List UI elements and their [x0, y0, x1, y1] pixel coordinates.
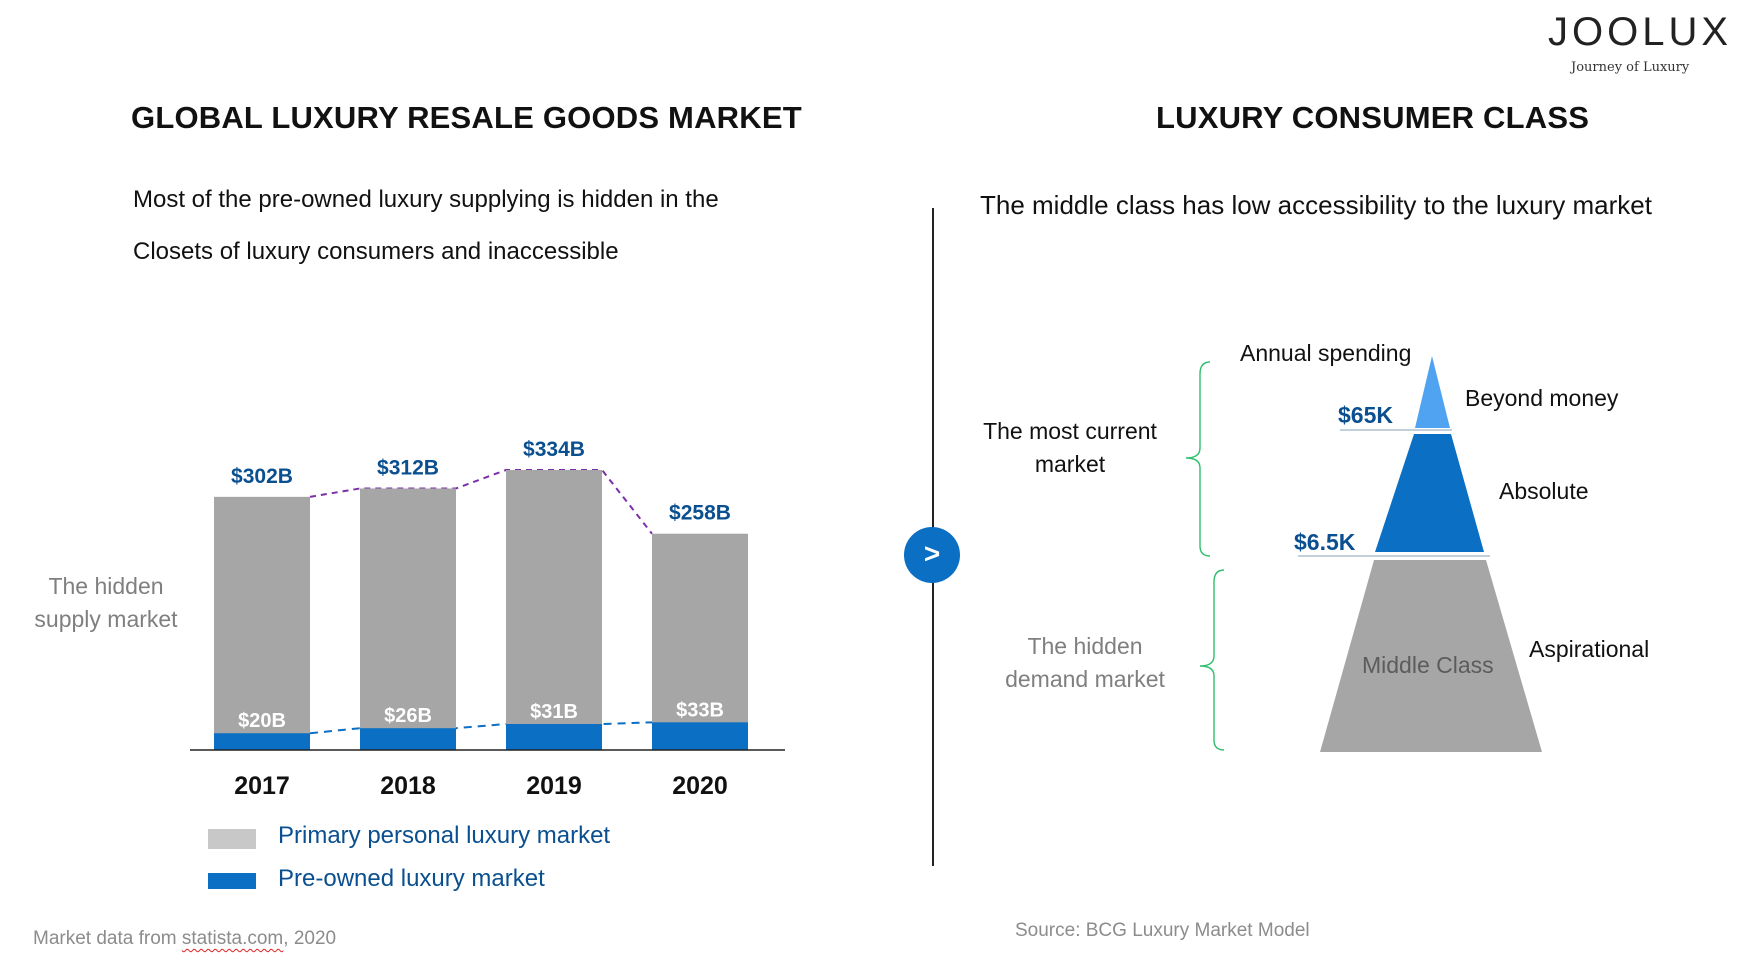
tier-absolute: [1375, 434, 1484, 552]
left-source-prefix: Market data from: [33, 928, 182, 949]
legend-label-preowned: Pre-owned luxury market: [278, 865, 545, 892]
label-preowned-2017: $20B: [238, 710, 286, 732]
left-source-link[interactable]: statista.com: [181, 928, 284, 949]
bar-primary-2020: [652, 533, 748, 750]
bar-preowned-2019: [506, 724, 602, 750]
left-subtitle-line2: Closets of luxury consumers and inaccess…: [133, 238, 619, 265]
bar-primary-2017: [214, 496, 310, 750]
category-2020: 2020: [672, 772, 728, 800]
bracket-top: [1185, 361, 1211, 557]
tier-label-aspirational: Aspirational: [1529, 636, 1650, 662]
left-title: GLOBAL LUXURY RESALE GOODS MARKET: [131, 100, 802, 135]
bar-preowned-2017: [214, 733, 310, 750]
logo: JOOLUX: [1548, 10, 1733, 54]
label-primary-2018: $312B: [377, 456, 439, 479]
legend-swatch-preowned: [208, 873, 256, 889]
threshold-6-5k: $6.5K: [1294, 529, 1356, 555]
tier-inner-middle-class: Middle Class: [1362, 652, 1494, 678]
hidden-supply-line2: supply market: [34, 606, 178, 632]
label-preowned-2019: $31B: [530, 701, 578, 723]
hidden-supply-label: The hidden supply market: [16, 570, 196, 636]
label-primary-2017: $302B: [231, 465, 293, 488]
primary-trend-line: [309, 469, 653, 535]
label-primary-2019: $334B: [523, 438, 585, 461]
category-2017: 2017: [234, 772, 290, 800]
legend-swatch-primary: [208, 829, 256, 849]
bar-preowned-2020: [652, 722, 748, 750]
right-title: LUXURY CONSUMER CLASS: [1156, 100, 1590, 135]
consumer-pyramid: [1185, 356, 1542, 752]
tier-label-beyond-money: Beyond money: [1465, 385, 1619, 411]
hidden-supply-line1: The hidden: [48, 573, 164, 599]
label-primary-2020: $258B: [669, 502, 731, 525]
left-subtitle-line1: Most of the pre-owned luxury supplying i…: [133, 186, 719, 213]
resale-chart: $302B $20B 2017 $312B $26B 2018 $334B $31B 2019 $…: [190, 438, 785, 800]
hidden-demand-label: The hidden demand market: [975, 630, 1195, 696]
tier-label-absolute: Absolute: [1499, 478, 1589, 504]
most-current-market-label: The most current market: [960, 415, 1180, 481]
next-arrow-button[interactable]: >: [904, 527, 960, 583]
right-source: Source: BCG Luxury Market Model: [1015, 920, 1310, 941]
logo-tagline: Journey of Luxury: [1571, 60, 1690, 75]
category-2019: 2019: [526, 772, 582, 800]
right-subtitle: The middle class has low accessibility t…: [980, 190, 1652, 220]
category-2018: 2018: [380, 772, 436, 800]
hidden-demand-line2: demand market: [1005, 666, 1165, 692]
bar-primary-2018: [360, 488, 456, 750]
most-current-line2: market: [1034, 451, 1106, 477]
left-source-suffix: , 2020: [283, 928, 337, 949]
left-source: Market data from statista.com, 2020: [33, 928, 336, 950]
most-current-line1: The most current: [983, 418, 1157, 444]
preowned-trend-line: [309, 721, 653, 735]
legend-label-primary: Primary personal luxury market: [278, 822, 611, 849]
tier-beyond-money: [1415, 356, 1450, 428]
bracket-bottom: [1199, 569, 1225, 751]
threshold-65k: $65K: [1338, 402, 1393, 428]
annual-spending-label: Annual spending: [1240, 340, 1412, 366]
label-preowned-2020: $33B: [676, 699, 724, 721]
bar-preowned-2018: [360, 728, 456, 750]
tier-aspirational: [1320, 560, 1542, 752]
bar-primary-2019: [506, 470, 602, 750]
hidden-demand-line1: The hidden: [1027, 633, 1143, 659]
label-preowned-2018: $26B: [384, 705, 432, 727]
